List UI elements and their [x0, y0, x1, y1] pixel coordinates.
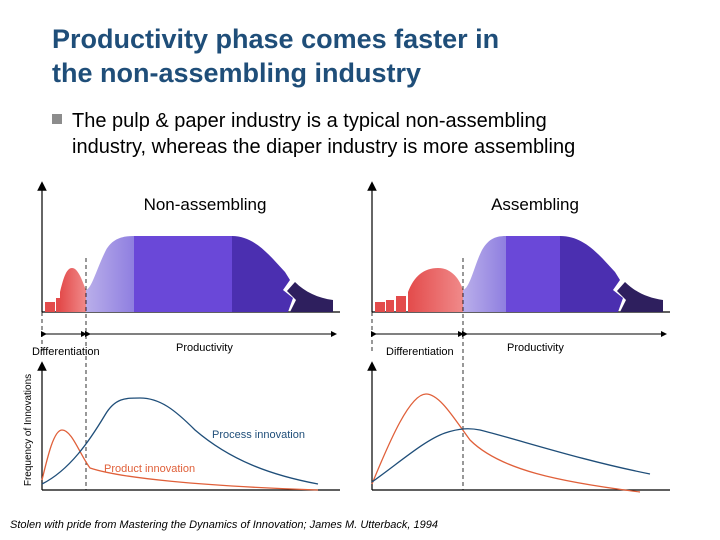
- right-differentiation-label: Differentiation: [386, 346, 454, 358]
- product-innovation-label: Product innovation: [104, 463, 195, 475]
- left-productivity-label: Productivity: [176, 342, 233, 354]
- right-phase-lavender: [463, 236, 506, 312]
- right-phase-shapes: [375, 236, 663, 312]
- bullet-text-line-1: The pulp & paper industry is a typical n…: [72, 110, 547, 132]
- right-phase-dark: [617, 282, 663, 312]
- left-panel-heading: Non-assembling: [144, 195, 267, 214]
- slide-title: Productivity phase comes faster in the n…: [52, 22, 692, 90]
- frequency-axis-label: Frequency of Innovations: [23, 374, 34, 486]
- slide-title-line-2: the non-assembling industry: [52, 58, 422, 88]
- left-phase-dark: [287, 282, 333, 312]
- right-product-innovation-curve: [371, 393, 641, 493]
- right-productivity-label: Productivity: [507, 342, 564, 354]
- process-innovation-label: Process innovation: [212, 429, 305, 441]
- left-phase-red-small-1: [45, 302, 55, 312]
- left-product-innovation-curve: [41, 429, 319, 491]
- left-phase-red-small-2: [56, 298, 60, 312]
- bullet-text-line-2: industry, whereas the diaper industry is…: [72, 136, 576, 158]
- right-phase-red-small-2: [386, 300, 394, 312]
- left-process-innovation-curve: [41, 397, 319, 485]
- left-phase-red: [60, 268, 86, 312]
- right-phase-red: [408, 268, 463, 312]
- source-citation: Stolen with pride from Mastering the Dyn…: [10, 519, 438, 531]
- right-phase-deep-violet: [560, 236, 623, 312]
- right-panel-heading: Assembling: [491, 195, 579, 214]
- left-phase-deep-violet: [232, 236, 293, 312]
- bullet-square-icon: [52, 114, 62, 124]
- right-phase-red-small-3: [396, 296, 406, 312]
- slide-title-line-1: Productivity phase comes faster in: [52, 24, 500, 54]
- right-phase-red-small-1: [375, 302, 385, 312]
- right-phase-violet: [506, 236, 560, 312]
- left-differentiation-label: Differentiation: [32, 346, 100, 358]
- left-phase-violet: [134, 236, 232, 312]
- right-process-innovation-curve: [371, 428, 651, 483]
- left-phase-shapes: [45, 236, 333, 312]
- left-phase-lavender: [86, 236, 134, 312]
